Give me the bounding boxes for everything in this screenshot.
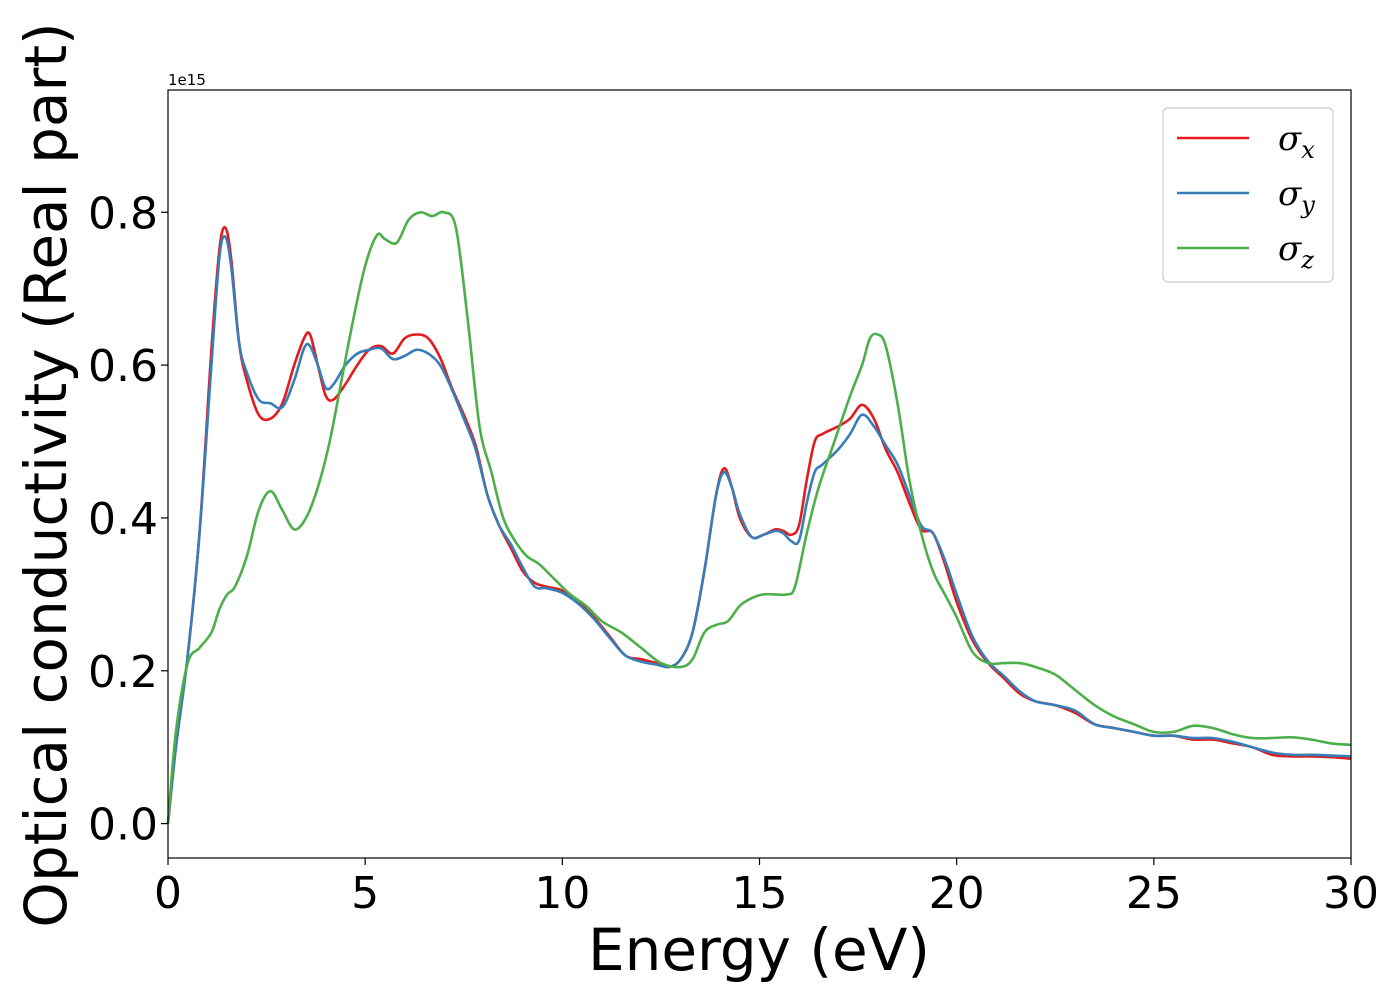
- x-tick-label: 25: [1126, 868, 1182, 919]
- y-tick-label: 0.0: [88, 800, 158, 851]
- y-axis-ticks: 0.0 0.2 0.4 0.6 0.8: [88, 188, 168, 851]
- legend-label-y: σy: [1278, 174, 1315, 219]
- y-tick-label: 0.6: [88, 341, 158, 392]
- series-line-z: [166, 210, 1352, 824]
- x-axis-title: Energy (eV): [588, 916, 930, 984]
- x-tick-label: 20: [929, 868, 985, 919]
- legend-label-x: σx: [1278, 119, 1315, 164]
- y-axis-title: Optical conductivity (Real part): [12, 22, 80, 927]
- series-line-y: [166, 235, 1352, 824]
- plot-lines: [166, 210, 1352, 824]
- legend: σx σy σz: [1162, 107, 1334, 283]
- x-tick-label: 10: [534, 868, 590, 919]
- legend-label-z: σz: [1278, 229, 1314, 274]
- series-line-x: [166, 226, 1352, 824]
- x-tick-label: 0: [154, 868, 182, 919]
- x-tick-label: 5: [351, 868, 379, 919]
- x-axis-ticks: 0 5 10 15 20 25 30: [154, 858, 1379, 919]
- y-tick-label: 0.2: [88, 647, 158, 698]
- x-tick-label: 15: [732, 868, 788, 919]
- y-offset-label: 1e15: [168, 71, 206, 89]
- x-tick-label: 30: [1323, 868, 1379, 919]
- legend-box: [1162, 107, 1334, 283]
- y-tick-label: 0.8: [88, 188, 158, 239]
- y-tick-label: 0.4: [88, 494, 158, 545]
